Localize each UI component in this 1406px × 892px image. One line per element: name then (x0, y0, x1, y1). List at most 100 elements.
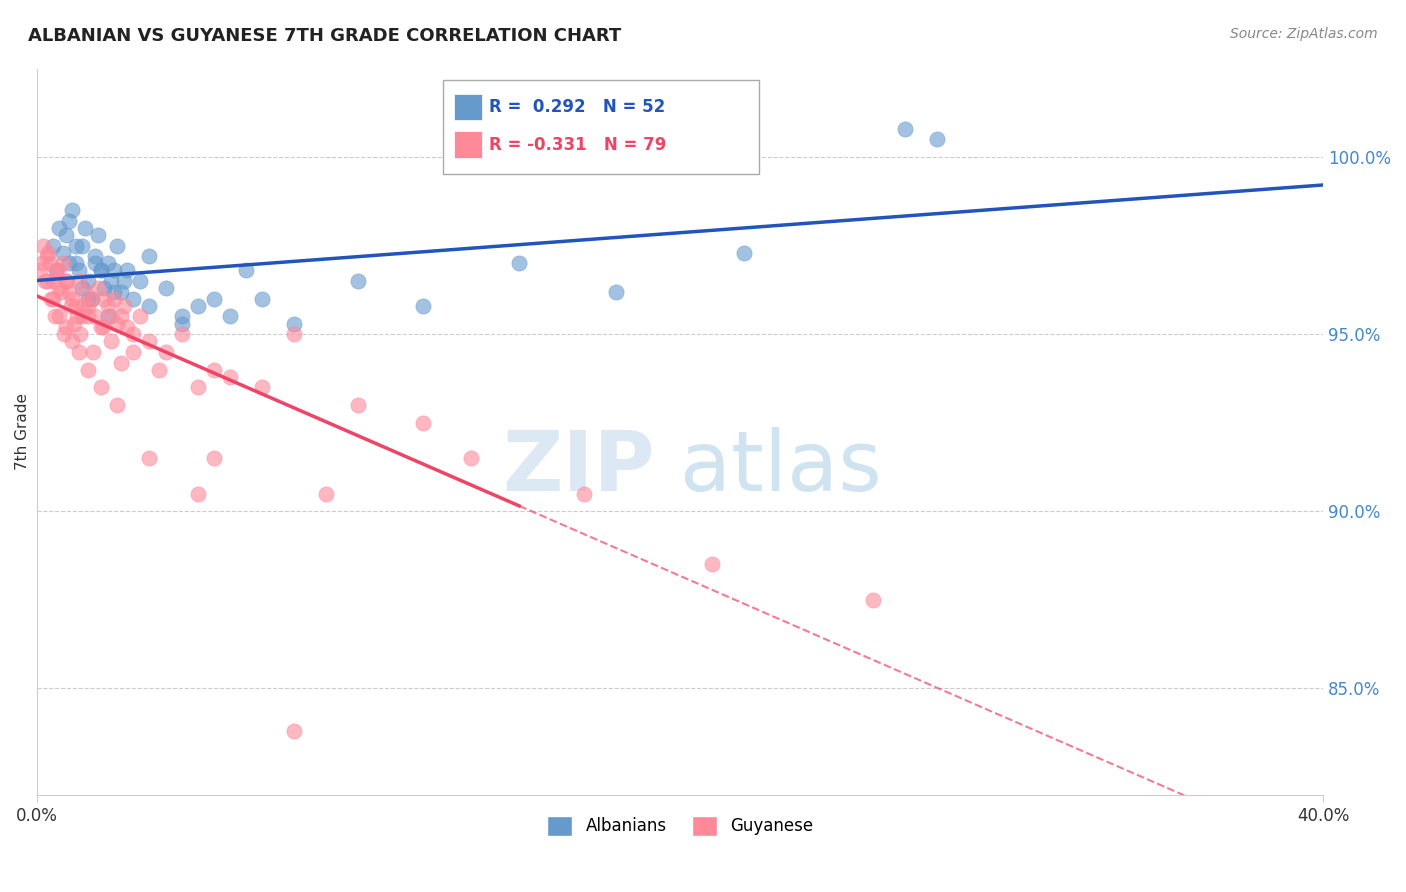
Point (97, 310, 120, 324)
Point (100, 274, 122, 288)
Point (93, 281, 115, 295)
Point (60, 203, 83, 218)
Point (90, 380, 112, 394)
Point (41, 292, 63, 306)
Point (65, 299, 87, 313)
Point (218, 369, 240, 384)
Point (70, 281, 93, 295)
Point (75, 285, 97, 299)
Point (347, 274, 370, 288)
Point (283, 317, 305, 331)
Point (55, 320, 77, 334)
Point (250, 292, 273, 306)
Point (155, 281, 177, 295)
Point (77, 299, 100, 313)
Point (138, 299, 160, 313)
Point (122, 327, 145, 342)
Point (128, 274, 150, 288)
Point (32, 238, 55, 252)
Point (31, 256, 53, 270)
Point (70, 238, 93, 252)
Point (90, 320, 112, 334)
Point (103, 285, 125, 299)
Point (138, 451, 160, 466)
Point (63, 317, 86, 331)
Point (110, 310, 132, 324)
Point (45, 263, 67, 277)
Point (80, 292, 103, 306)
Point (77, 292, 100, 306)
Point (128, 310, 150, 324)
Point (77, 274, 100, 288)
Point (218, 310, 240, 324)
Point (112, 299, 135, 313)
Point (35, 274, 58, 288)
Point (58, 256, 80, 270)
Point (82, 345, 104, 359)
Point (56, 274, 79, 288)
Point (67, 345, 90, 359)
Point (733, 245, 755, 260)
Point (83, 310, 105, 324)
Point (48, 221, 70, 235)
Y-axis label: 7th Grade: 7th Grade (15, 393, 30, 470)
Point (77, 362, 100, 376)
Point (412, 416, 434, 430)
Point (46, 263, 69, 277)
Point (75, 221, 97, 235)
Point (87, 281, 110, 295)
Point (250, 380, 273, 394)
Point (77, 310, 100, 324)
Point (69, 327, 91, 342)
Point (605, 285, 627, 299)
Point (90, 263, 112, 277)
Point (148, 362, 170, 376)
Point (105, 317, 128, 331)
Point (80, 292, 103, 306)
Point (187, 486, 209, 500)
Text: R = -0.331   N = 79: R = -0.331 N = 79 (489, 136, 666, 153)
Point (45, 263, 67, 277)
Point (105, 238, 128, 252)
Point (52, 245, 75, 260)
Point (30, 263, 52, 277)
Point (42, 238, 65, 252)
Point (70, 310, 93, 324)
Point (927, 132, 949, 146)
Point (315, 486, 337, 500)
Point (235, 263, 257, 277)
Point (97, 299, 120, 313)
Point (93, 292, 115, 306)
Point (862, 593, 884, 607)
Point (702, 558, 724, 572)
Point (52, 256, 75, 270)
Point (103, 292, 125, 306)
Point (115, 320, 138, 334)
Point (202, 451, 225, 466)
Point (38, 256, 60, 270)
Point (60, 292, 83, 306)
Point (187, 299, 209, 313)
Point (508, 256, 530, 270)
Point (412, 299, 434, 313)
Point (58, 285, 80, 299)
Point (44, 310, 66, 324)
Point (67, 274, 90, 288)
Point (72, 299, 94, 313)
Point (202, 362, 225, 376)
Point (155, 345, 177, 359)
Point (60, 334, 83, 349)
Point (138, 249, 160, 263)
Point (87, 227, 110, 242)
Point (83, 249, 105, 263)
Point (187, 380, 209, 394)
Point (112, 274, 135, 288)
Point (83, 256, 105, 270)
Point (91, 320, 114, 334)
Point (105, 398, 128, 412)
Text: atlas: atlas (681, 427, 882, 508)
Point (110, 355, 132, 369)
Point (110, 285, 132, 299)
Point (59, 299, 82, 313)
Point (460, 451, 482, 466)
